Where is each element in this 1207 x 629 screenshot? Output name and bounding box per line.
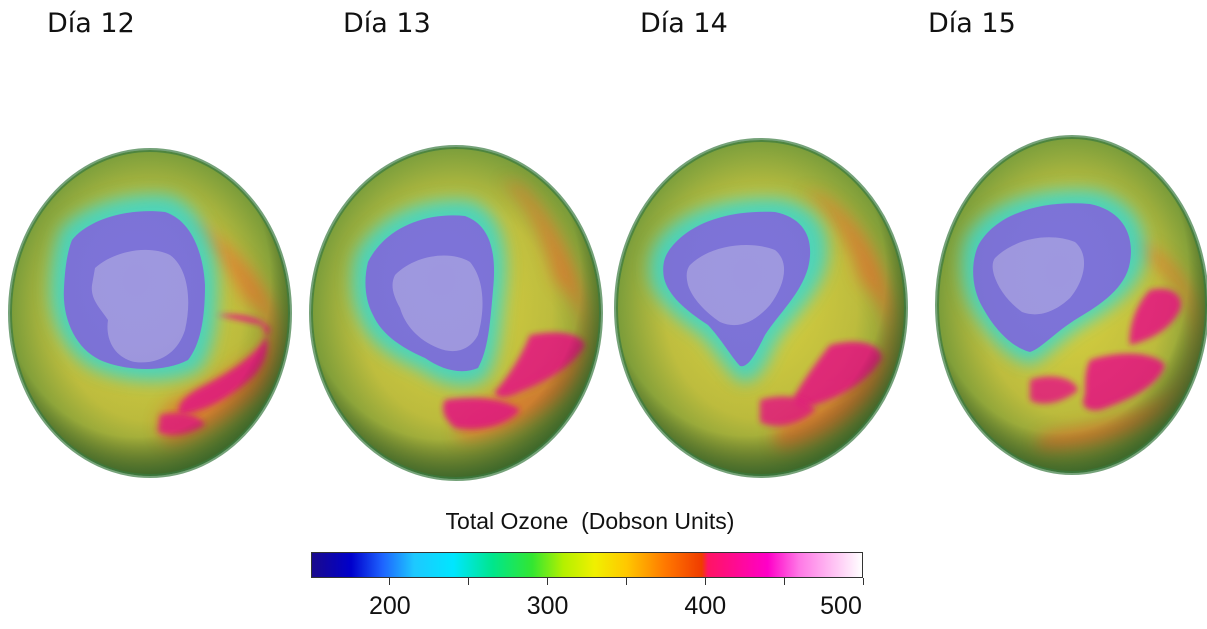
colorbar-tick-mark bbox=[389, 578, 391, 585]
day-label-13: Día 13 bbox=[343, 8, 431, 39]
colorbar-tick-label: 200 bbox=[368, 592, 411, 620]
globe-day-12 bbox=[8, 148, 292, 478]
legend-title: Total Ozone (Dobson Units) bbox=[445, 508, 735, 534]
ozone-globes bbox=[8, 135, 1207, 481]
colorbar-tick-mark bbox=[625, 578, 627, 585]
globe-day-15 bbox=[935, 135, 1207, 475]
colorbar-tick-mark bbox=[468, 578, 470, 585]
globe-day-14 bbox=[614, 138, 908, 478]
colorbar bbox=[311, 552, 863, 578]
day-label-15: Día 15 bbox=[928, 8, 1016, 39]
colorbar-tick-mark bbox=[547, 578, 549, 585]
colorbar-tick-mark bbox=[704, 578, 706, 585]
colorbar-tick-mark bbox=[783, 578, 785, 585]
colorbar-tick-label: 300 bbox=[526, 592, 569, 620]
colorbar-ticks: 200 300 400 500 bbox=[311, 578, 864, 629]
day-label-14: Día 14 bbox=[640, 8, 728, 39]
colorbar-tick-label: 500 bbox=[820, 592, 862, 620]
globe-day-13 bbox=[309, 145, 603, 481]
day-label-12: Día 12 bbox=[47, 8, 135, 39]
colorbar-tick-label: 400 bbox=[684, 592, 727, 620]
colorbar-tick-mark bbox=[862, 578, 864, 585]
